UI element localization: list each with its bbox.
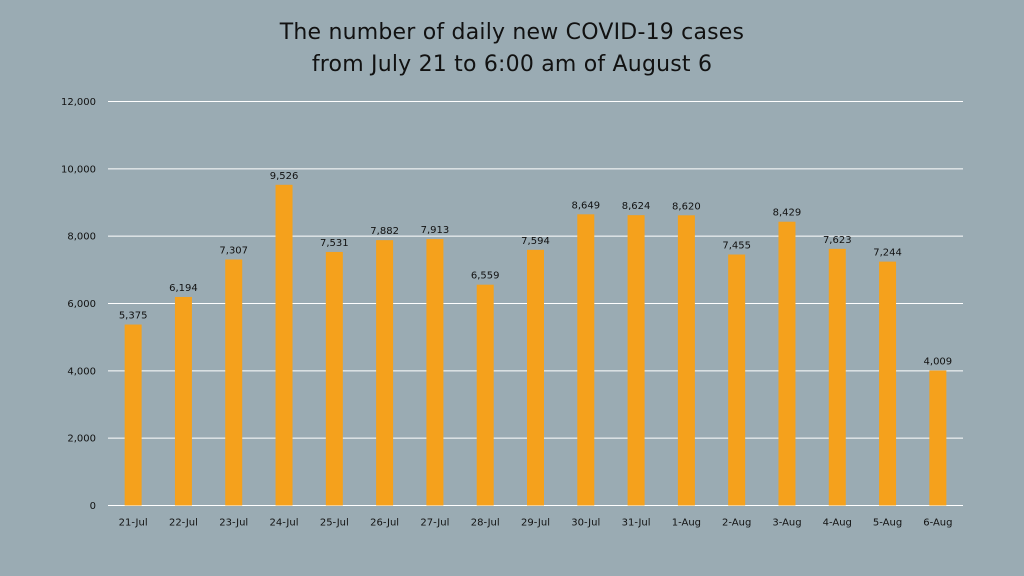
data-label: 8,429: [773, 208, 802, 219]
bar: [426, 239, 444, 506]
x-tick-label: 3-Aug: [772, 518, 801, 529]
x-tick-label: 6-Aug: [923, 518, 952, 529]
data-label: 5,375: [119, 311, 148, 322]
data-label: 7,882: [370, 226, 399, 237]
data-label: 8,624: [622, 201, 651, 212]
y-axis-ticks: 0 2,000 4,000 6,000 8,000 10,000 12,000: [61, 97, 96, 512]
data-label: 6,194: [169, 283, 198, 294]
x-tick-label: 26-Jul: [370, 518, 399, 529]
data-label: 7,594: [521, 236, 550, 247]
data-label: 7,455: [722, 241, 751, 252]
data-label: 8,620: [672, 201, 701, 212]
bar: [778, 221, 796, 506]
x-tick-label: 28-Jul: [471, 518, 500, 529]
bar: [879, 261, 897, 506]
data-label: 9,526: [270, 171, 299, 182]
chart-title-line-1: The number of daily new COVID-19 cases: [279, 20, 745, 45]
x-tick-label: 24-Jul: [270, 518, 299, 529]
x-tick-label: 1-Aug: [672, 518, 701, 529]
data-label: 7,244: [873, 248, 902, 259]
x-tick-label: 5-Aug: [873, 518, 902, 529]
x-tick-label: 4-Aug: [823, 518, 852, 529]
y-tick-label: 4,000: [67, 366, 96, 377]
bar: [677, 215, 695, 506]
y-tick-label: 2,000: [67, 434, 96, 445]
y-tick-label: 0: [90, 501, 96, 512]
x-tick-label: 29-Jul: [521, 518, 550, 529]
y-tick-label: 12,000: [61, 97, 96, 108]
y-tick-label: 8,000: [67, 232, 96, 243]
x-tick-label: 21-Jul: [119, 518, 148, 529]
data-label: 7,531: [320, 238, 349, 249]
bar: [527, 249, 544, 506]
chart-title-line-2: from July 21 to 6:00 am of August 6: [311, 52, 713, 77]
data-labels: 5,375 6,194 7,307 9,526 7,531 7,882 7,913 6,559…: [119, 171, 952, 368]
bar: [174, 296, 192, 506]
data-label: 6,559: [471, 271, 500, 282]
data-label: 8,649: [571, 200, 600, 211]
y-tick-label: 6,000: [67, 299, 96, 310]
bar: [929, 370, 947, 506]
bars: [124, 184, 947, 506]
bar: [627, 215, 645, 506]
x-tick-label: 27-Jul: [420, 518, 449, 529]
bar: [124, 324, 142, 506]
x-tick-label: 31-Jul: [622, 518, 651, 529]
bar: [225, 259, 243, 506]
x-tick-label: 2-Aug: [722, 518, 751, 529]
data-label: 7,623: [823, 235, 852, 246]
bar: [577, 214, 595, 506]
x-tick-label: 30-Jul: [571, 518, 600, 529]
data-label: 4,009: [924, 357, 953, 368]
x-tick-label: 25-Jul: [320, 518, 349, 529]
x-axis-ticks: 21-Jul 22-Jul 23-Jul 24-Jul 25-Jul 26-Jul 27-J…: [119, 518, 953, 529]
bar: [376, 240, 394, 506]
bar: [275, 184, 293, 506]
y-tick-label: 10,000: [61, 164, 96, 175]
bar: [828, 248, 846, 506]
data-label: 7,307: [219, 245, 248, 256]
data-label: 7,913: [421, 225, 450, 236]
x-tick-label: 22-Jul: [169, 518, 198, 529]
bar: [476, 284, 494, 506]
bar: [325, 251, 343, 506]
bar: [728, 254, 746, 506]
x-tick-label: 23-Jul: [219, 518, 248, 529]
